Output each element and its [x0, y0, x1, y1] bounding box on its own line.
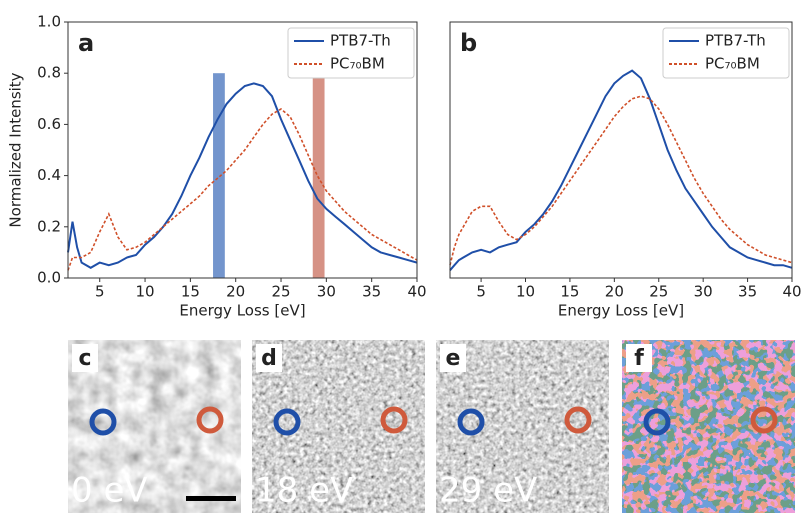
x-tick-label: 30: [694, 283, 713, 301]
scale-bar: [186, 496, 236, 501]
marker-circle: [750, 406, 778, 434]
energy-label: 0 eV: [71, 471, 148, 511]
x-tick-label: 15: [181, 283, 200, 301]
marker-circle: [643, 408, 671, 436]
marker-circle: [273, 408, 301, 436]
data-line: [449, 69, 793, 271]
data-line: [67, 82, 418, 269]
x-tick-label: 15: [560, 283, 579, 301]
x-tick-label: 20: [226, 283, 245, 301]
energy-label: 29 eV: [439, 471, 537, 511]
label-box: [256, 344, 282, 372]
highlight-band: [213, 73, 225, 278]
legend-label: PC₇₀BM: [330, 55, 385, 73]
label-box: [440, 344, 466, 372]
energy-label: 18 eV: [255, 471, 353, 511]
marker-circle: [196, 406, 224, 434]
label-box: [626, 344, 652, 372]
x-tick-label: 10: [136, 283, 155, 301]
plot-frame: [67, 21, 418, 279]
y-axis-label: Normalized Intensity: [7, 72, 25, 227]
highlight-band: [312, 73, 325, 278]
legend-label: PC₇₀BM: [705, 55, 760, 73]
marker-circle: [380, 406, 408, 434]
legend-label: PTB7-Th: [330, 32, 391, 50]
x-tick-label: 35: [738, 283, 757, 301]
plot-frame: [449, 21, 793, 279]
x-axis-label: Energy Loss [eV]: [558, 302, 684, 320]
x-tick-label: 5: [476, 283, 486, 301]
x-tick-label: 35: [362, 283, 381, 301]
marker-circle: [457, 408, 485, 436]
y-tick-label: 0.8: [37, 64, 61, 82]
panel-label: b: [460, 29, 477, 57]
data-line: [449, 95, 793, 266]
panel-label: a: [78, 29, 94, 57]
data-line: [67, 108, 418, 271]
x-tick-label: 25: [271, 283, 290, 301]
y-tick-label: 0.0: [37, 269, 61, 287]
x-tick-label: 25: [649, 283, 668, 301]
marker-circle: [564, 406, 592, 434]
panel-label: c: [78, 346, 91, 371]
y-tick-label: 0.2: [37, 217, 61, 235]
x-tick-label: 30: [317, 283, 336, 301]
legend-label: PTB7-Th: [705, 32, 766, 50]
panel-label: d: [261, 346, 277, 371]
x-tick-label: 40: [782, 283, 801, 301]
y-tick-label: 1.0: [37, 13, 61, 31]
x-axis-label: Energy Loss [eV]: [179, 302, 305, 320]
y-tick-label: 0.6: [37, 115, 61, 133]
x-tick-label: 20: [605, 283, 624, 301]
panel-label: e: [446, 346, 461, 371]
x-tick-label: 10: [516, 283, 535, 301]
label-box: [72, 344, 98, 372]
marker-circle: [89, 408, 117, 436]
x-tick-label: 40: [407, 283, 426, 301]
panel-label: f: [634, 346, 644, 371]
y-tick-label: 0.4: [37, 166, 61, 184]
x-tick-label: 5: [95, 283, 105, 301]
